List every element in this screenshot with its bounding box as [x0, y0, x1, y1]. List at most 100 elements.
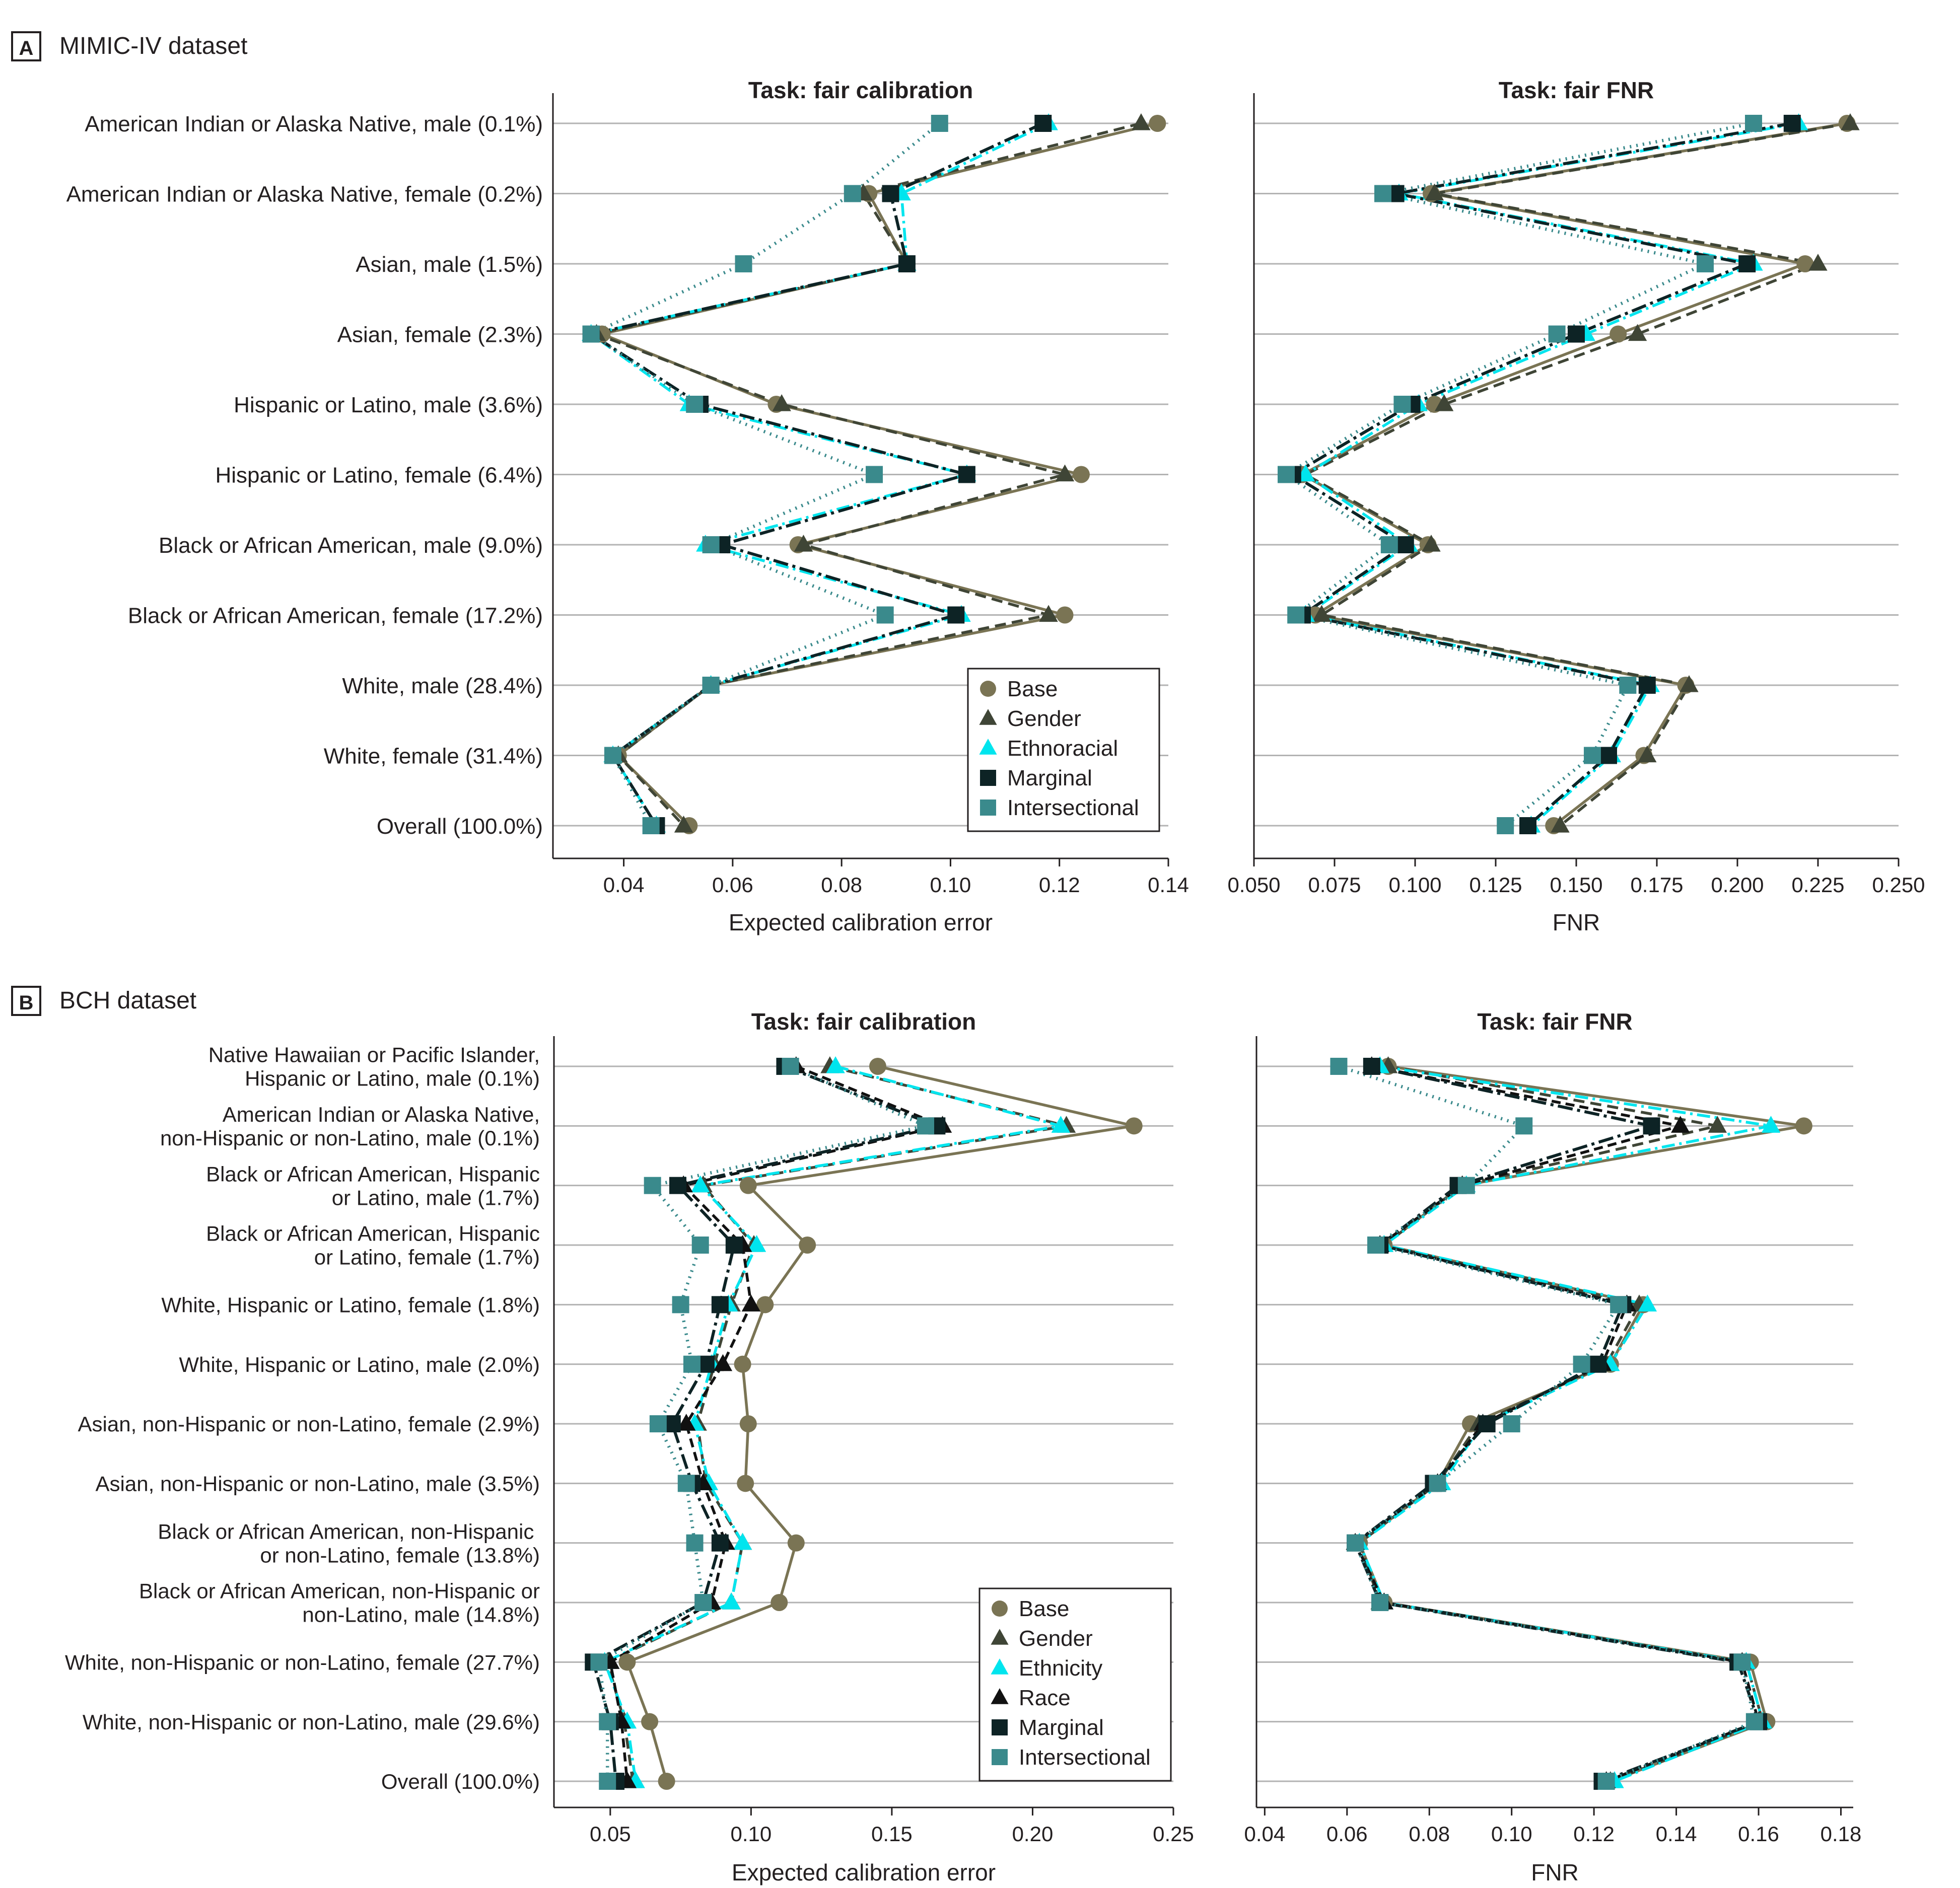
- point-intersectional: [1548, 325, 1566, 343]
- point-race: [677, 1413, 696, 1431]
- point-intersectional: [917, 1117, 934, 1135]
- point-race: [713, 1354, 733, 1371]
- x-tick-label: 0.125: [1469, 873, 1522, 897]
- point-marginal: [1738, 255, 1756, 272]
- legend-marker-marginal: [992, 1719, 1008, 1735]
- point-gender: [1132, 113, 1151, 130]
- x-tick-label: 0.06: [1326, 1822, 1368, 1846]
- point-gender: [1638, 745, 1657, 763]
- legend-marker-ethnoracial: [979, 739, 997, 755]
- category-label-line: Black or African American, Hispanic: [206, 1162, 540, 1186]
- point-intersectional: [590, 1653, 608, 1671]
- point-ethnicity: [1051, 1116, 1071, 1133]
- x-tick-label: 0.12: [1039, 873, 1080, 897]
- point-race: [741, 1294, 761, 1312]
- panel-b-title: BCH dataset: [59, 987, 197, 1014]
- x-tick-label: 0.225: [1791, 873, 1844, 897]
- point-ethnicity: [1761, 1116, 1781, 1133]
- point-gender: [1708, 1116, 1727, 1133]
- chart-B-calibration: Task: fair calibration Native Hawaiian or…: [65, 1008, 1194, 1885]
- point-gender: [1425, 183, 1444, 201]
- point-marginal: [1783, 115, 1801, 132]
- point-marginal: [958, 466, 975, 483]
- category-label-line: White, non-Hispanic or non-Latino, male …: [83, 1710, 540, 1734]
- point-intersectional: [1597, 1773, 1615, 1790]
- point-gender: [1628, 324, 1647, 341]
- point-base: [618, 1653, 636, 1671]
- category-label-line: or Latino, male (1.7%): [332, 1186, 540, 1209]
- category-label: Hispanic or Latino, male (3.6%): [234, 393, 543, 417]
- category-label: White, Hispanic or Latino, male (2.0%): [179, 1353, 540, 1376]
- category-label: Black or African American, Hispanic or La…: [206, 1162, 540, 1209]
- category-label-line: Black or African American, female (17.2%…: [128, 603, 543, 628]
- category-label-line: Asian, male (1.5%): [356, 252, 543, 277]
- point-intersectional: [1745, 1713, 1763, 1730]
- point-intersectional: [644, 1177, 661, 1194]
- category-label: Overall (100.0%): [381, 1770, 540, 1793]
- point-base: [658, 1773, 675, 1790]
- x-axis-label: FNR: [1531, 1859, 1579, 1885]
- point-intersectional: [1573, 1355, 1590, 1373]
- category-label-line: White, Hispanic or Latino, male (2.0%): [179, 1353, 540, 1376]
- point-marginal: [1519, 817, 1536, 834]
- point-base: [1149, 115, 1166, 132]
- legend-label: Base: [1007, 677, 1058, 701]
- chart-title: Task: fair FNR: [1499, 77, 1654, 103]
- legend-marker-gender: [991, 1629, 1009, 1645]
- category-label: Native Hawaiian or Pacific Islander, Hisp…: [208, 1043, 540, 1091]
- point-intersectional: [599, 1773, 616, 1790]
- point-base: [771, 1594, 788, 1611]
- point-intersectional: [866, 466, 883, 483]
- category-label-line: Black or African American, Hispanic: [206, 1222, 540, 1246]
- point-marginal: [1478, 1415, 1496, 1432]
- point-intersectional: [1584, 747, 1601, 764]
- point-marginal: [711, 1296, 729, 1314]
- legend-label: Intersectional: [1019, 1745, 1151, 1770]
- series-line-gender: [1304, 122, 1851, 827]
- category-label: Black or African American, non-Hispanic …: [139, 1579, 540, 1627]
- point-intersectional: [691, 1237, 709, 1254]
- point-gender: [1679, 675, 1699, 692]
- category-label: White, Hispanic or Latino, female (1.8%): [161, 1293, 540, 1317]
- point-intersectional: [1287, 606, 1305, 624]
- x-tick-label: 0.175: [1630, 873, 1683, 897]
- legend-box: [967, 668, 1160, 832]
- point-gender: [1434, 394, 1454, 411]
- point-intersectional: [931, 115, 948, 132]
- point-marginal: [1589, 1355, 1607, 1373]
- point-intersectional: [1515, 1117, 1533, 1135]
- point-base: [1796, 255, 1814, 272]
- chart-title: Task: fair calibration: [748, 77, 973, 103]
- point-intersectional: [582, 325, 600, 343]
- point-marginal: [1568, 325, 1585, 343]
- x-tick-label: 0.10: [730, 1822, 772, 1846]
- category-label-line: or Latino, female (1.7%): [314, 1246, 540, 1269]
- legend-marker-gender: [979, 709, 997, 725]
- panel-a-title: MIMIC-IV dataset: [59, 33, 248, 59]
- point-gender: [1312, 605, 1332, 622]
- point-base: [756, 1296, 774, 1314]
- point-gender: [772, 394, 791, 411]
- point-base: [739, 1415, 757, 1432]
- x-tick-label: 0.100: [1388, 873, 1441, 897]
- point-base: [739, 1177, 757, 1194]
- category-label: White, non-Hispanic or non-Latino, femal…: [65, 1650, 540, 1674]
- x-tick-label: 0.04: [1244, 1822, 1285, 1846]
- point-gender: [1422, 534, 1441, 552]
- x-tick-label: 0.18: [1821, 1822, 1862, 1846]
- category-label: Black or African American, female (17.2%…: [128, 603, 543, 628]
- panel-b-tag: B: [11, 986, 41, 1016]
- category-label: Black or African American, non-Hispanic …: [158, 1519, 540, 1567]
- category-label-line: Asian, non-Hispanic or non-Latino, femal…: [78, 1412, 540, 1436]
- point-intersectional: [604, 747, 621, 764]
- point-intersectional: [677, 1475, 695, 1492]
- point-ethnicity: [826, 1056, 845, 1073]
- category-label: American Indian or Alaska Native, female…: [66, 182, 543, 206]
- category-label-line: American Indian or Alaska Native, female…: [66, 182, 543, 206]
- category-label-line: Hispanic or Latino, male (3.6%): [234, 393, 543, 417]
- series-line-intersectional: [1284, 121, 1754, 827]
- point-intersectional: [1745, 115, 1762, 132]
- point-gender: [1055, 464, 1075, 482]
- category-label-line: non-Latino, male (14.8%): [302, 1603, 540, 1627]
